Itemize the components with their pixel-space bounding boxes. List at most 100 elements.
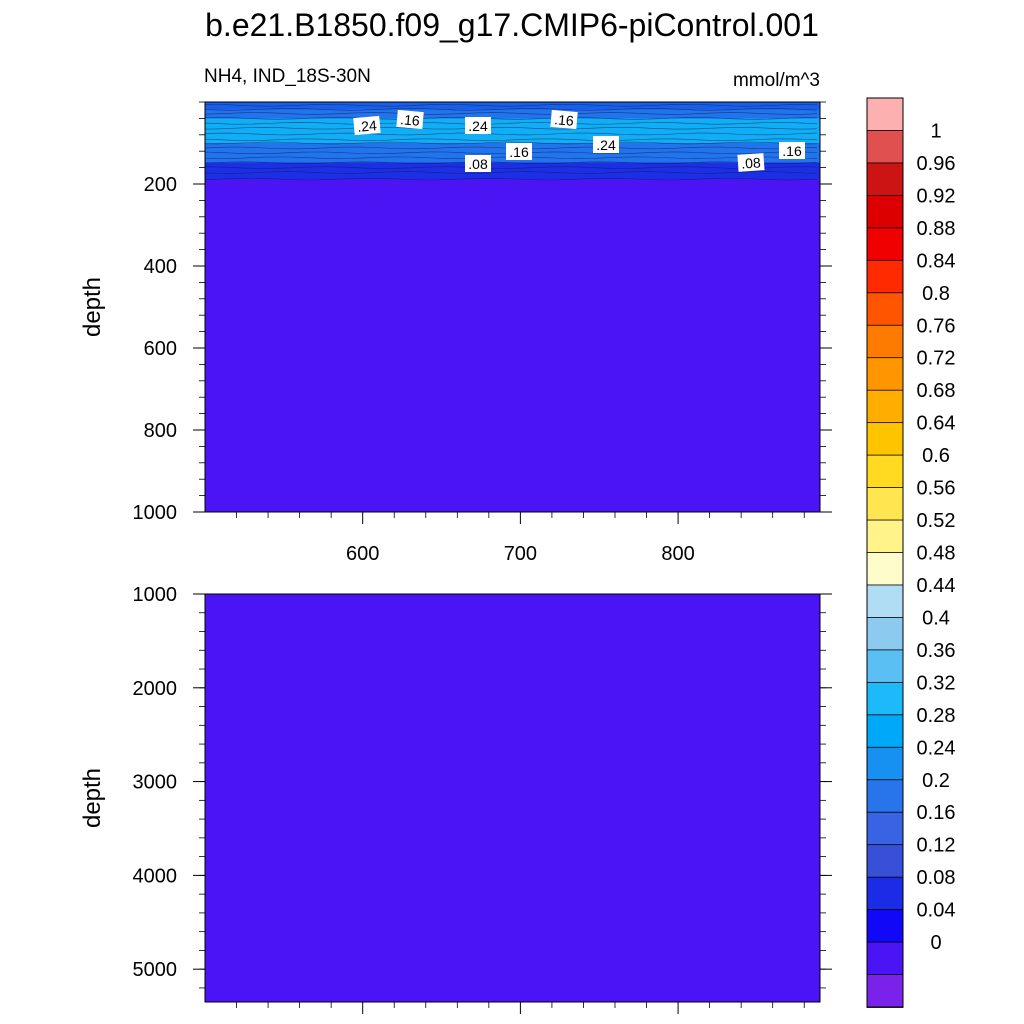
contour-label-text: .24 [357,117,378,135]
contour-line [204,138,818,141]
colorbar: 1 0.96 0.92 0.88 0.84 0.8 0.76 0.72 0.68 0.64 0.6 0… [866,97,956,1008]
colorbar-swatch [866,649,904,684]
colorbar-label: 0.56 [917,478,956,500]
contour-label: .24 [593,136,619,153]
y-tick-label: 1000 [133,502,178,524]
contour-label-text: .16 [509,144,529,160]
y-tick-label: 3000 [133,772,178,794]
colorbar-swatch [866,909,904,943]
figure-title: b.e21.B1850.f09_g17.CMIP6-piControl.001 [205,7,819,43]
contour-label-bg [353,115,381,136]
colorbar-label: 0.04 [917,900,956,922]
colorbar-label: 0.44 [917,575,956,597]
band-surface [205,102,820,110]
colorbar-swatch [866,292,904,327]
colorbar-swatch [866,876,904,911]
colorbar-label: 0.64 [917,413,956,435]
colorbar-label: 0.52 [917,510,956,532]
colorbar-swatch [866,779,904,814]
contour-label-bg [506,143,532,160]
colorbar-swatch [866,194,904,229]
colorbar-label: 0.08 [917,867,956,889]
band-upper [205,109,820,119]
colorbar-label: 0.2 [922,770,950,792]
colorbar-label: 1 [930,120,941,142]
contour-line [204,141,818,145]
colorbar-label: 0.88 [917,218,956,240]
colorbar-label: 0.36 [917,640,956,662]
colorbar-swatch [866,357,904,392]
contour-label: .16 [550,109,578,130]
contour-line [204,117,818,120]
colorbar-swatch [866,130,904,164]
colorbar-swatch [866,227,904,262]
contour-label-bg [465,117,491,134]
y-tick-label: 1000 [133,584,178,606]
colorbar-swatch [866,422,904,457]
y-tick-label: 4000 [133,865,178,887]
y-tick-label: 400 [144,256,177,278]
plot-frame [204,593,821,1003]
contour-label: .16 [506,143,532,160]
colorbar-swatch [866,584,904,619]
contour-label-text: .24 [468,118,488,134]
band-core [205,118,820,143]
colorbar-swatch [866,519,904,554]
contour-line [204,166,818,169]
colorbar-label: 0.24 [917,737,956,759]
contour-line [204,156,818,160]
colorbar-label: 0.16 [917,802,956,824]
colorbar-label: 0.28 [917,705,956,727]
colorbar-label: 0.76 [917,315,956,337]
plot-frame [204,101,821,513]
y-tick-label: 200 [144,174,177,196]
colorbar-swatch [866,681,904,716]
contour-line [204,104,818,107]
contour-line [204,126,818,130]
panel-upper: .24 .16 .24 .16 .24 .16 .08 .16 .08 200 400 600 800 1… [79,101,832,565]
contour-label: .24 [353,115,381,136]
colorbar-swatch [866,552,904,586]
contour-line [204,132,818,136]
contour-line [204,112,818,115]
contour-line [204,161,818,164]
colorbar-label: 0.92 [917,185,956,207]
colorbar-label: 0.8 [922,283,950,305]
y-tick-label: 600 [144,338,177,360]
contour-label-bg [779,142,805,159]
colorbar-label: 0.48 [917,543,956,565]
x-tick-label: 800 [661,543,694,565]
contour-label-bg [550,109,578,130]
y-tick-label: 2000 [133,678,178,700]
colorbar-swatch [866,97,904,132]
colorbar-label: 0.12 [917,835,956,857]
panel-lower: 1000 2000 3000 4000 5000 depth [79,584,832,1014]
colorbar-label: 0.32 [917,672,956,694]
colorbar-label: 0.96 [917,153,956,175]
contour-label-text: .16 [554,111,575,129]
contour-label-text: .08 [741,154,762,171]
heatmap-deep-fill [205,594,820,1002]
contour-label: .16 [779,142,805,159]
contour-label-text: .16 [400,111,421,129]
colorbar-swatch [866,487,904,521]
colorbar-swatch [866,714,904,749]
colorbar-label: 0.72 [917,348,956,370]
band-transition [205,162,820,180]
colorbar-swatch [866,974,904,1008]
y-tick-label: 5000 [133,959,178,981]
contour-line [204,122,818,125]
contour-line [204,151,818,155]
x-tick-label: 600 [346,543,379,565]
colorbar-swatch [866,617,904,651]
colorbar-frame [866,97,904,1008]
colorbar-swatch [866,941,904,976]
colorbar-swatch [866,844,904,879]
colorbar-swatch [866,746,904,781]
colorbar-label: 0.4 [922,607,950,629]
contour-line [204,171,818,174]
colorbar-label: 0 [930,932,941,954]
variable-label: NH4, IND_18S-30N [204,66,371,87]
